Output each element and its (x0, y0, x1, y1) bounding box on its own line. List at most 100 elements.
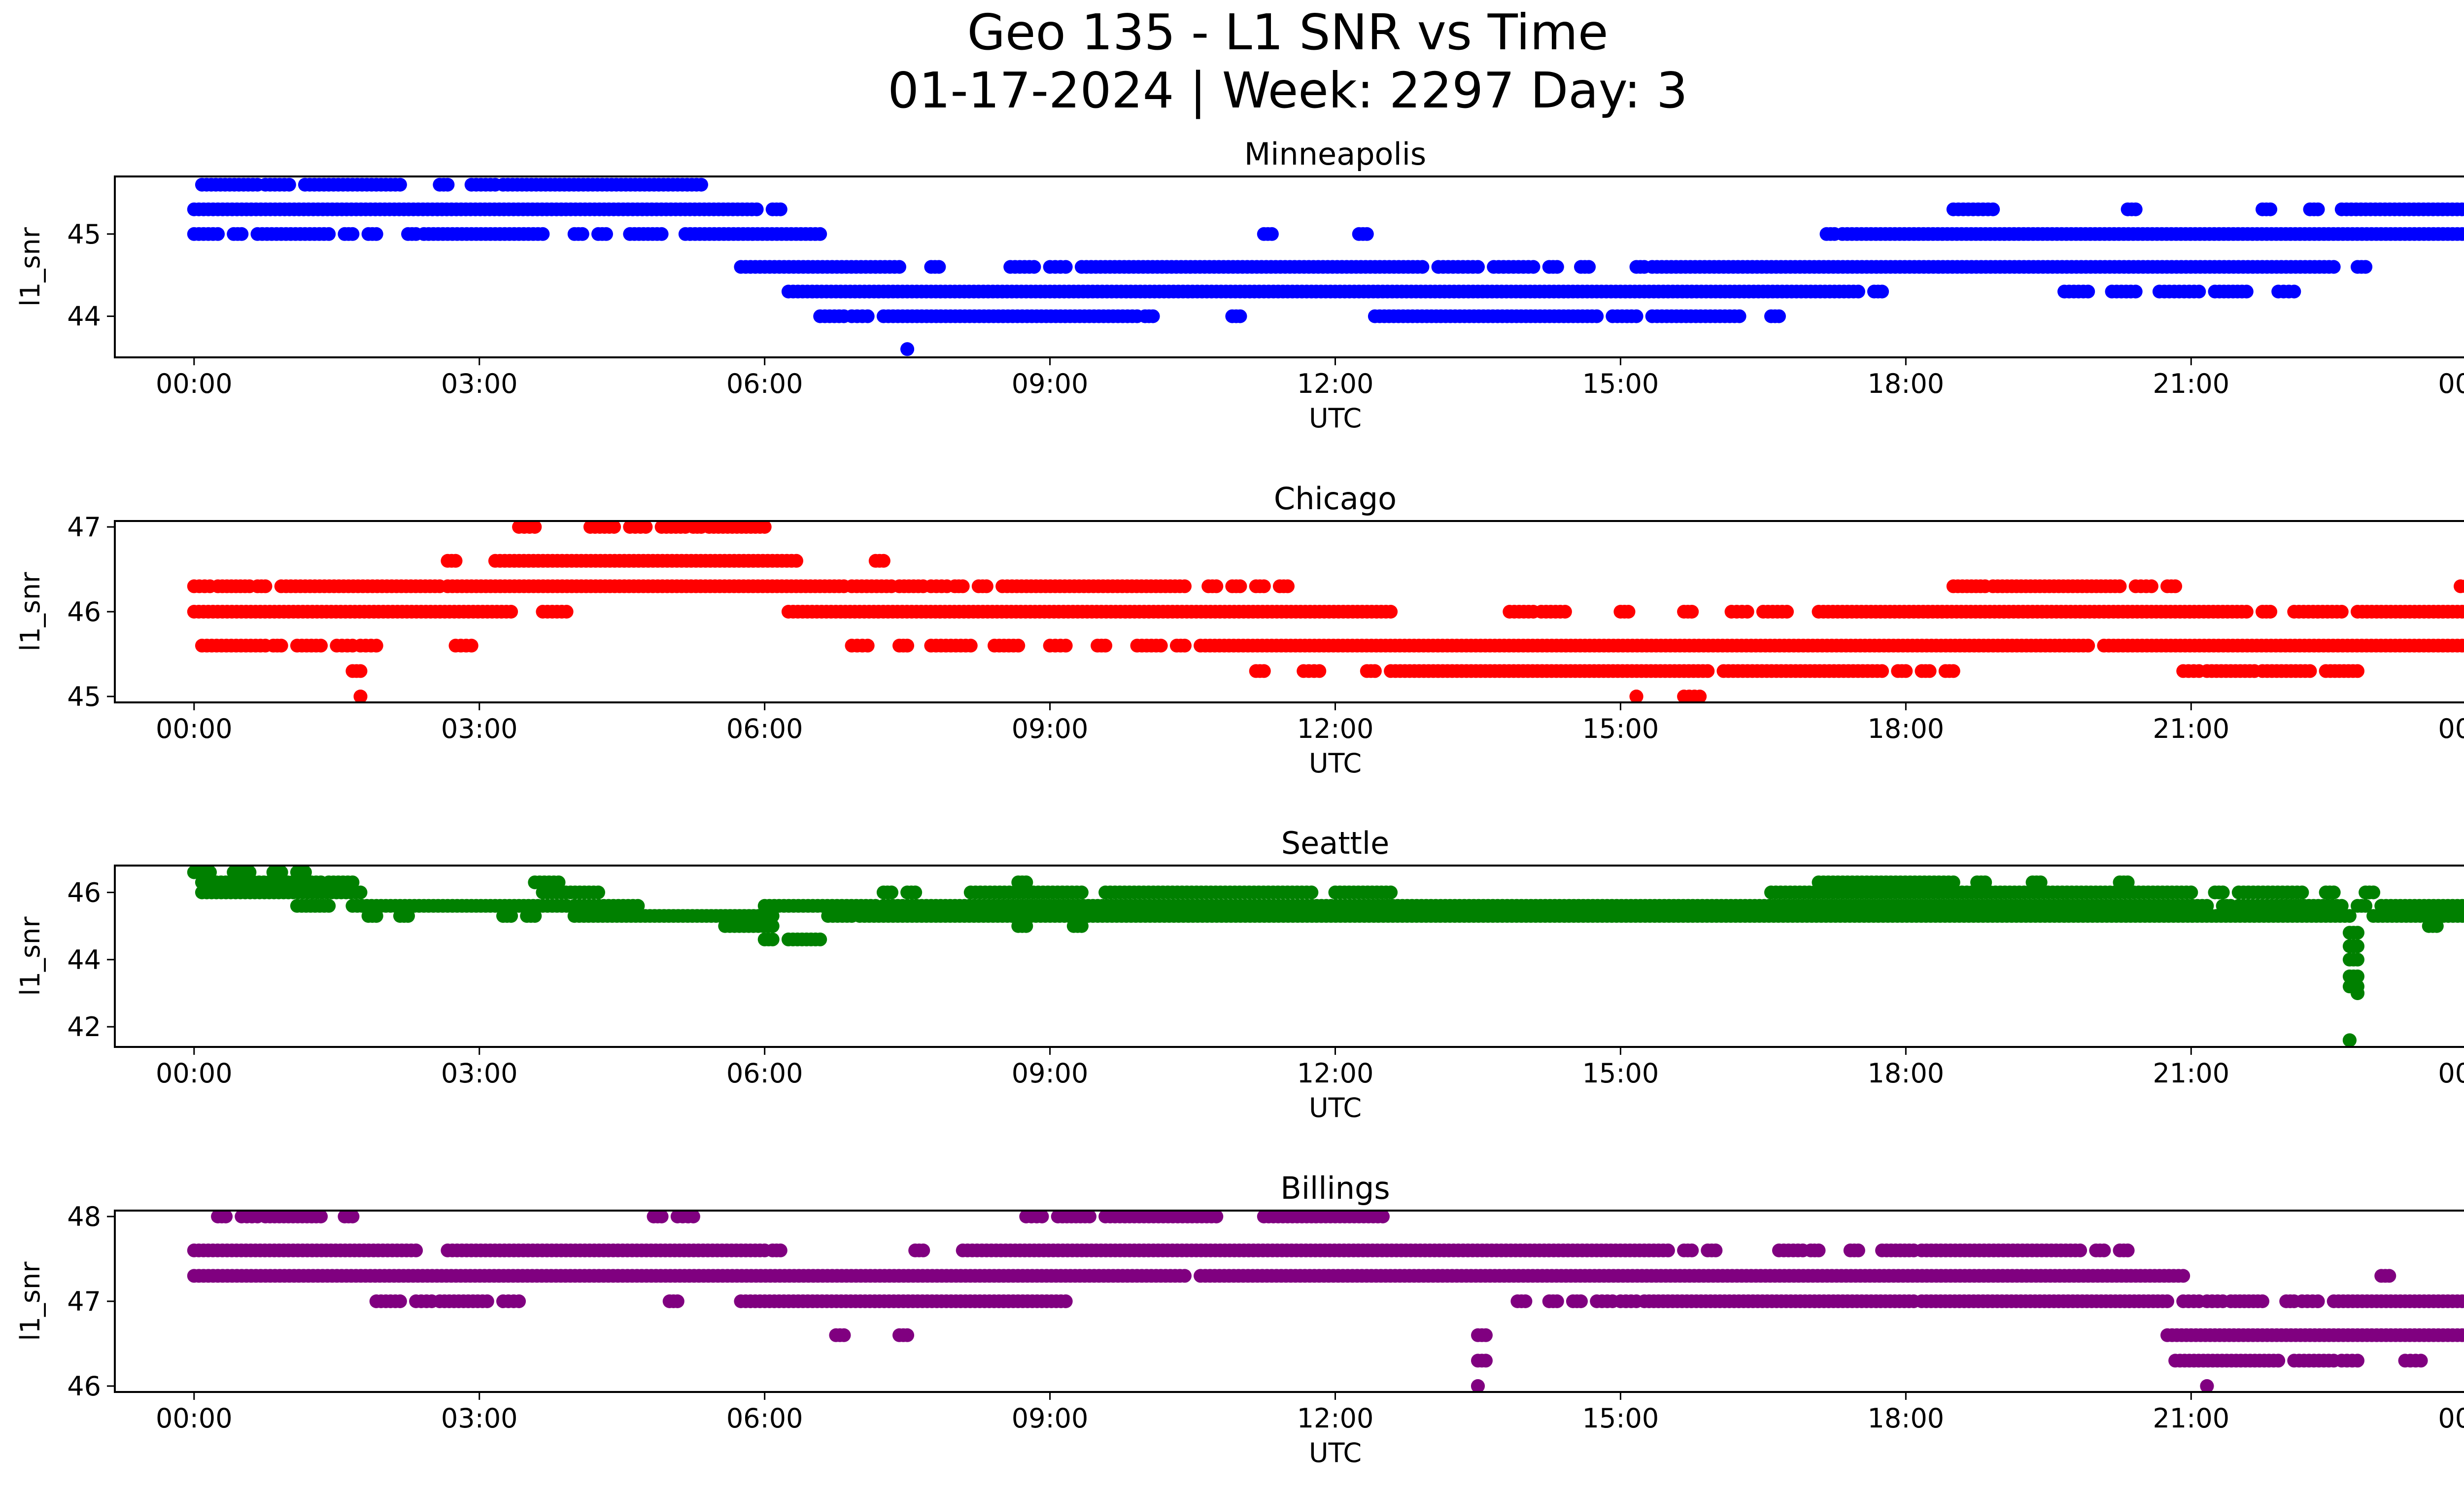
data-point (235, 227, 249, 241)
x-tick-label: 09:00 (1012, 713, 1089, 744)
data-point (2351, 952, 2364, 967)
data-point (1233, 579, 1247, 593)
data-point (2256, 1294, 2269, 1308)
data-point (1209, 1210, 1224, 1223)
data-point (1281, 579, 1295, 593)
data-point (441, 177, 455, 192)
data-point (765, 919, 780, 933)
data-point (2073, 1243, 2088, 1257)
data-point (1027, 260, 1041, 274)
data-point (2334, 605, 2349, 619)
data-point (2366, 885, 2381, 900)
data-point (345, 227, 360, 241)
data-point (956, 579, 970, 593)
data-point (1922, 664, 1937, 678)
x-axis-label: UTC (1309, 748, 1362, 779)
data-point (401, 909, 415, 923)
data-point (1772, 309, 1786, 323)
data-point (1875, 664, 1889, 678)
x-tick-label: 18:00 (1868, 1058, 1945, 1089)
data-point (773, 202, 787, 216)
data-point (837, 1328, 851, 1342)
data-point (900, 1328, 915, 1342)
data-point (1257, 664, 1271, 678)
data-point (1059, 260, 1073, 274)
data-point (1701, 664, 1715, 678)
data-point (963, 638, 978, 653)
data-point (282, 177, 296, 192)
data-point (2327, 885, 2341, 900)
data-point (393, 177, 407, 192)
x-tick-label: 03:00 (441, 368, 518, 399)
x-tick-label: 21:00 (2153, 368, 2229, 399)
data-point (932, 260, 946, 274)
data-point (670, 1294, 684, 1308)
x-tick-label: 03:00 (441, 713, 518, 744)
x-tick-label: 00:00 (156, 368, 233, 399)
data-points (187, 1210, 2464, 1393)
data-point (369, 638, 383, 653)
data-point (757, 520, 772, 534)
data-point (559, 605, 574, 619)
data-point (322, 899, 336, 913)
data-point (2239, 605, 2254, 619)
data-point (2216, 885, 2230, 900)
data-point (353, 664, 368, 678)
data-point (979, 579, 993, 593)
data-point (750, 202, 764, 216)
x-tick-label: 18:00 (1868, 368, 1945, 399)
data-point (2460, 203, 2464, 216)
y-tick-label: 47 (67, 512, 101, 543)
data-point (1558, 605, 1572, 619)
data-point (369, 909, 383, 923)
data-point (448, 554, 463, 568)
data-point (860, 638, 875, 653)
data-point (1526, 260, 1540, 274)
data-point (2460, 1329, 2464, 1342)
data-point (1209, 579, 1224, 593)
data-point (353, 690, 368, 703)
data-point (2176, 1269, 2190, 1283)
data-point (2271, 1354, 2286, 1368)
data-point (2460, 900, 2464, 912)
data-point (369, 227, 383, 241)
y-tick-label: 44 (67, 944, 101, 975)
data-point (2414, 1354, 2428, 1368)
data-point (2239, 284, 2254, 299)
data-point (1471, 1379, 1485, 1393)
x-tick-label: 09:00 (1012, 368, 1089, 399)
data-point (2128, 284, 2143, 299)
data-point (2295, 885, 2309, 900)
data-point (211, 227, 225, 241)
data-point (393, 1294, 407, 1308)
data-point (908, 885, 923, 900)
x-axis-label: UTC (1309, 1092, 1362, 1123)
data-point (765, 932, 780, 946)
data-point (1074, 919, 1089, 933)
data-point (512, 1294, 526, 1308)
data-point (2460, 605, 2464, 618)
data-point (2311, 1294, 2325, 1308)
data-point (2351, 986, 2364, 1000)
data-point (274, 638, 288, 653)
data-point (694, 177, 708, 192)
data-point (1479, 1328, 1493, 1342)
data-point (860, 309, 875, 323)
data-point (1265, 227, 1279, 241)
data-point (773, 1243, 787, 1257)
data-point (900, 638, 915, 653)
data-point (591, 885, 605, 900)
data-point (876, 554, 890, 568)
x-axis-label: UTC (1309, 403, 1362, 434)
figure-title-line1: Geo 135 - L1 SNR vs Time (967, 3, 1608, 61)
data-point (1178, 579, 1192, 593)
data-point (2460, 909, 2464, 922)
subplot-title: Minneapolis (1244, 136, 1427, 172)
data-point (2351, 664, 2364, 678)
data-point (1074, 885, 1089, 900)
data-point (1518, 1294, 1533, 1308)
